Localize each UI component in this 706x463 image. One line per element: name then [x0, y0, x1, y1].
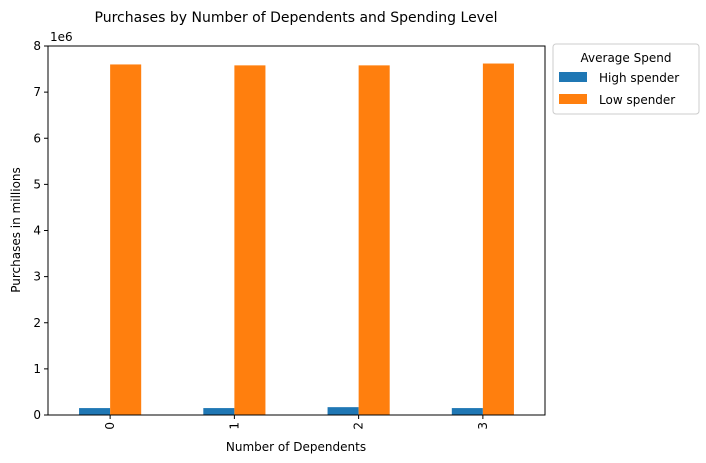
- bar-high-spender-0: [79, 408, 111, 415]
- y-tick-label: 2: [33, 316, 41, 330]
- y-tick-label: 7: [33, 85, 41, 99]
- bar-low-spender-0: [110, 64, 142, 415]
- y-tick-label: 4: [33, 224, 41, 238]
- x-tick-label: 0: [103, 422, 117, 430]
- y-axis-ticks: 0 1 2 3 4 5 6 7 8: [33, 39, 48, 422]
- x-tick-label: 1: [227, 422, 241, 430]
- bars-group: [79, 63, 514, 416]
- y-tick-label: 1: [33, 362, 41, 376]
- plot-frame: [47, 45, 546, 416]
- x-tick-label: 2: [352, 422, 366, 430]
- chart-title: Purchases by Number of Dependents and Sp…: [95, 10, 498, 26]
- y-axis-label: Purchases in millions: [9, 167, 23, 293]
- bar-high-spender-3: [451, 408, 483, 415]
- x-axis-ticks: 0 1 2 3: [103, 415, 490, 430]
- legend-label: Low spender: [599, 93, 675, 107]
- y-offset-label: 1e6: [50, 30, 73, 44]
- bar-high-spender-1: [203, 408, 235, 415]
- legend-title: Average Spend: [581, 51, 672, 65]
- bar-low-spender-1: [234, 65, 266, 416]
- y-tick-label: 0: [33, 408, 41, 422]
- legend-swatch: [559, 72, 587, 82]
- y-tick-label: 5: [33, 177, 41, 191]
- x-tick-label: 3: [476, 422, 490, 430]
- legend-swatch: [559, 94, 587, 104]
- legend-items: High spender Low spender: [559, 71, 679, 107]
- x-axis-label: Number of Dependents: [226, 440, 366, 454]
- legend: Average Spend High spender Low spender: [552, 43, 700, 115]
- legend-box: [552, 43, 700, 115]
- bar-low-spender-3: [482, 63, 514, 415]
- legend-label: High spender: [599, 71, 679, 85]
- y-tick-label: 6: [33, 131, 41, 145]
- bar-high-spender-2: [327, 407, 359, 415]
- bar-low-spender-2: [358, 65, 390, 416]
- y-tick-label: 8: [33, 39, 41, 53]
- y-tick-label: 3: [33, 270, 41, 284]
